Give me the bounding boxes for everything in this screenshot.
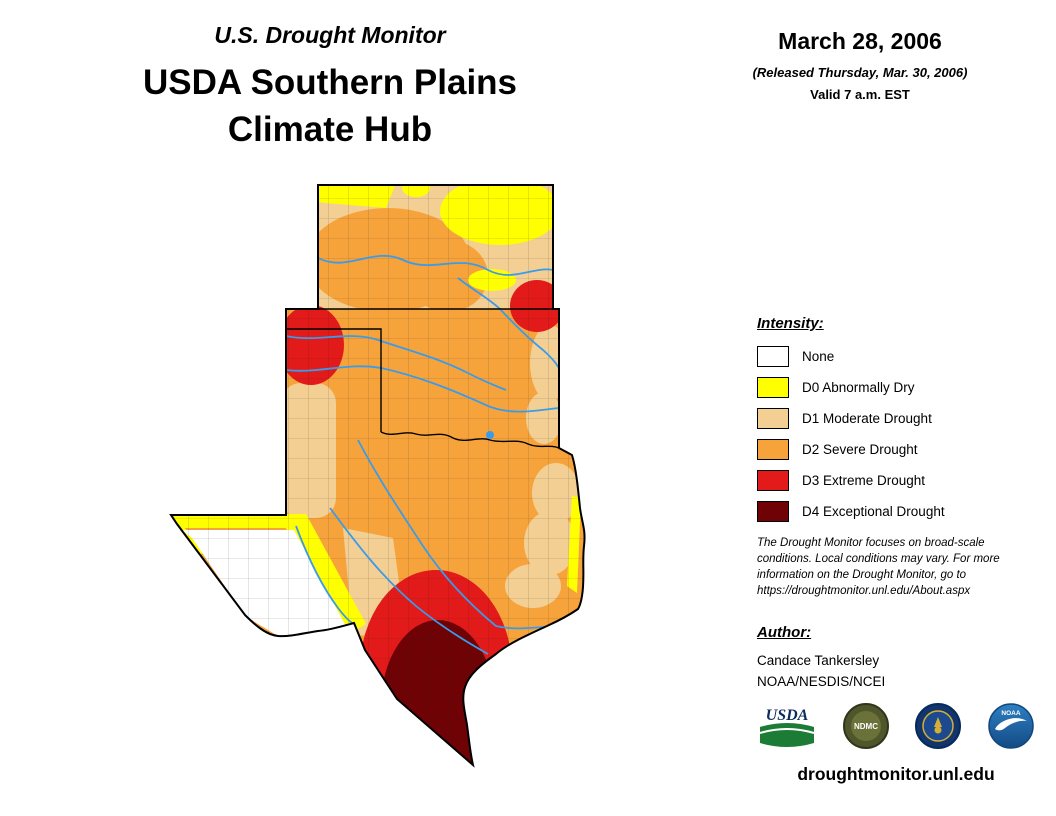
legend-swatch-d2 <box>757 439 789 460</box>
lake-texoma <box>486 431 494 439</box>
legend-item-d2: D2 Severe Drought <box>757 439 1037 460</box>
svg-text:NOAA: NOAA <box>1001 710 1020 717</box>
author-org: NOAA/NESDIS/NCEI <box>757 674 886 689</box>
drought-map <box>169 184 586 768</box>
legend-label: D3 Extreme Drought <box>802 473 926 488</box>
author-block: Author: Candace Tankersley NOAA/NESDIS/N… <box>757 624 1035 689</box>
legend-label: D0 Abnormally Dry <box>802 380 915 395</box>
hub-title-line2: Climate Hub <box>227 110 433 150</box>
date-block: March 28, 2006 (Released Thursday, Mar. … <box>728 28 992 102</box>
ndmc-logo: NDMC <box>842 703 889 749</box>
author-title: Author: <box>757 624 812 641</box>
legend-item-d0: D0 Abnormally Dry <box>757 377 1037 398</box>
legend-label: D2 Severe Drought <box>802 442 918 457</box>
title-block: U.S. Drought Monitor USDA Southern Plain… <box>70 22 590 154</box>
legend-swatch-none <box>757 346 789 367</box>
noaa-logo: NOAA <box>988 703 1034 749</box>
logo-row: USDA NDMC NOAA <box>757 702 1035 750</box>
legend-label: None <box>802 349 835 364</box>
monitor-title: U.S. Drought Monitor <box>214 22 446 48</box>
valid-time: Valid 7 a.m. EST <box>810 87 910 102</box>
region-outline <box>169 184 586 768</box>
legend-swatch-d0 <box>757 377 789 398</box>
drought-fill-layers <box>171 185 585 765</box>
legend-label: D1 Moderate Drought <box>802 411 932 426</box>
legend-item-d3: D3 Extreme Drought <box>757 470 1037 491</box>
legend: Intensity: None D0 Abnormally Dry D1 Mod… <box>757 315 1037 532</box>
commerce-seal-logo <box>915 703 962 749</box>
legend-swatch-d1 <box>757 408 789 429</box>
rivers <box>285 255 560 655</box>
county-grid <box>171 185 585 765</box>
author-name: Candace Tankersley <box>757 653 880 668</box>
legend-swatch-d3 <box>757 470 789 491</box>
released-date: (Released Thursday, Mar. 30, 2006) <box>752 65 968 80</box>
state-borders <box>286 308 560 449</box>
svg-text:NDMC: NDMC <box>854 722 878 731</box>
svg-text:USDA: USDA <box>766 707 809 724</box>
legend-title: Intensity: <box>757 315 824 332</box>
disclaimer-text: The Drought Monitor focuses on broad-sca… <box>757 537 1000 597</box>
legend-item-none: None <box>757 346 1037 367</box>
usda-logo: USDA <box>759 707 815 747</box>
footer-url[interactable]: droughtmonitor.unl.edu <box>797 764 995 784</box>
map-date: March 28, 2006 <box>778 28 942 54</box>
legend-item-d1: D1 Moderate Drought <box>757 408 1037 429</box>
hub-title-line1: USDA Southern Plains <box>142 63 518 102</box>
hub-title: USDA Southern Plains Climate Hub <box>70 59 590 154</box>
legend-swatch-d4 <box>757 501 789 522</box>
legend-label: D4 Exceptional Drought <box>802 504 945 519</box>
legend-item-d4: D4 Exceptional Drought <box>757 501 1037 522</box>
